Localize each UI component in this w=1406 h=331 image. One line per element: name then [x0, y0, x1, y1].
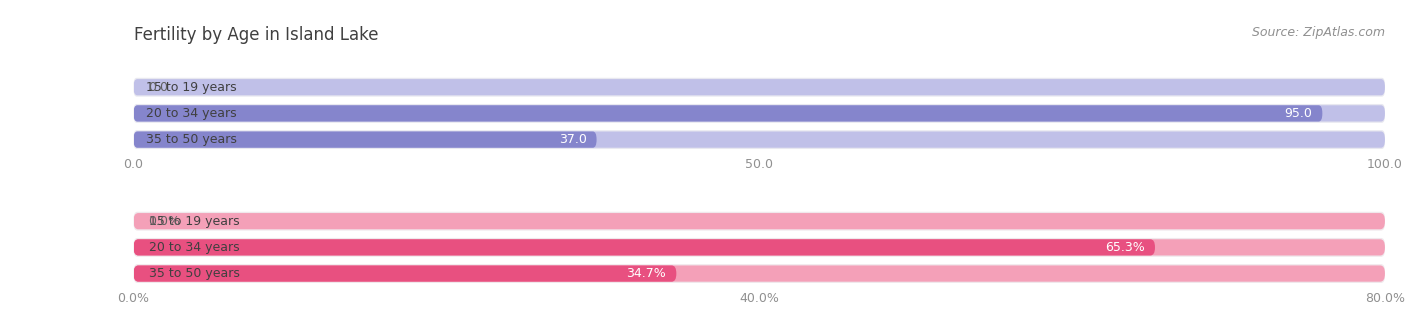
- FancyBboxPatch shape: [134, 264, 1385, 283]
- FancyBboxPatch shape: [134, 265, 676, 282]
- FancyBboxPatch shape: [134, 131, 1385, 148]
- FancyBboxPatch shape: [134, 104, 1385, 123]
- Text: 95.0: 95.0: [1285, 107, 1312, 120]
- FancyBboxPatch shape: [134, 105, 1385, 121]
- FancyBboxPatch shape: [134, 105, 1323, 121]
- Text: 20 to 34 years: 20 to 34 years: [149, 241, 240, 254]
- FancyBboxPatch shape: [134, 239, 1154, 256]
- FancyBboxPatch shape: [134, 79, 1385, 95]
- FancyBboxPatch shape: [134, 130, 1385, 149]
- Text: 0.0: 0.0: [149, 81, 169, 94]
- Text: 0.0%: 0.0%: [149, 215, 180, 228]
- FancyBboxPatch shape: [134, 213, 1385, 229]
- FancyBboxPatch shape: [134, 238, 1385, 257]
- Text: 35 to 50 years: 35 to 50 years: [146, 133, 238, 146]
- Text: 65.3%: 65.3%: [1105, 241, 1144, 254]
- Text: 34.7%: 34.7%: [627, 267, 666, 280]
- FancyBboxPatch shape: [134, 212, 1385, 231]
- FancyBboxPatch shape: [134, 131, 596, 148]
- FancyBboxPatch shape: [134, 78, 1385, 97]
- Text: 37.0: 37.0: [558, 133, 586, 146]
- Text: Source: ZipAtlas.com: Source: ZipAtlas.com: [1251, 26, 1385, 39]
- FancyBboxPatch shape: [134, 265, 1385, 282]
- Text: 15 to 19 years: 15 to 19 years: [146, 81, 236, 94]
- Text: 15 to 19 years: 15 to 19 years: [149, 215, 240, 228]
- Text: Fertility by Age in Island Lake: Fertility by Age in Island Lake: [134, 26, 378, 44]
- Text: 20 to 34 years: 20 to 34 years: [146, 107, 236, 120]
- FancyBboxPatch shape: [134, 239, 1385, 256]
- Text: 35 to 50 years: 35 to 50 years: [149, 267, 240, 280]
